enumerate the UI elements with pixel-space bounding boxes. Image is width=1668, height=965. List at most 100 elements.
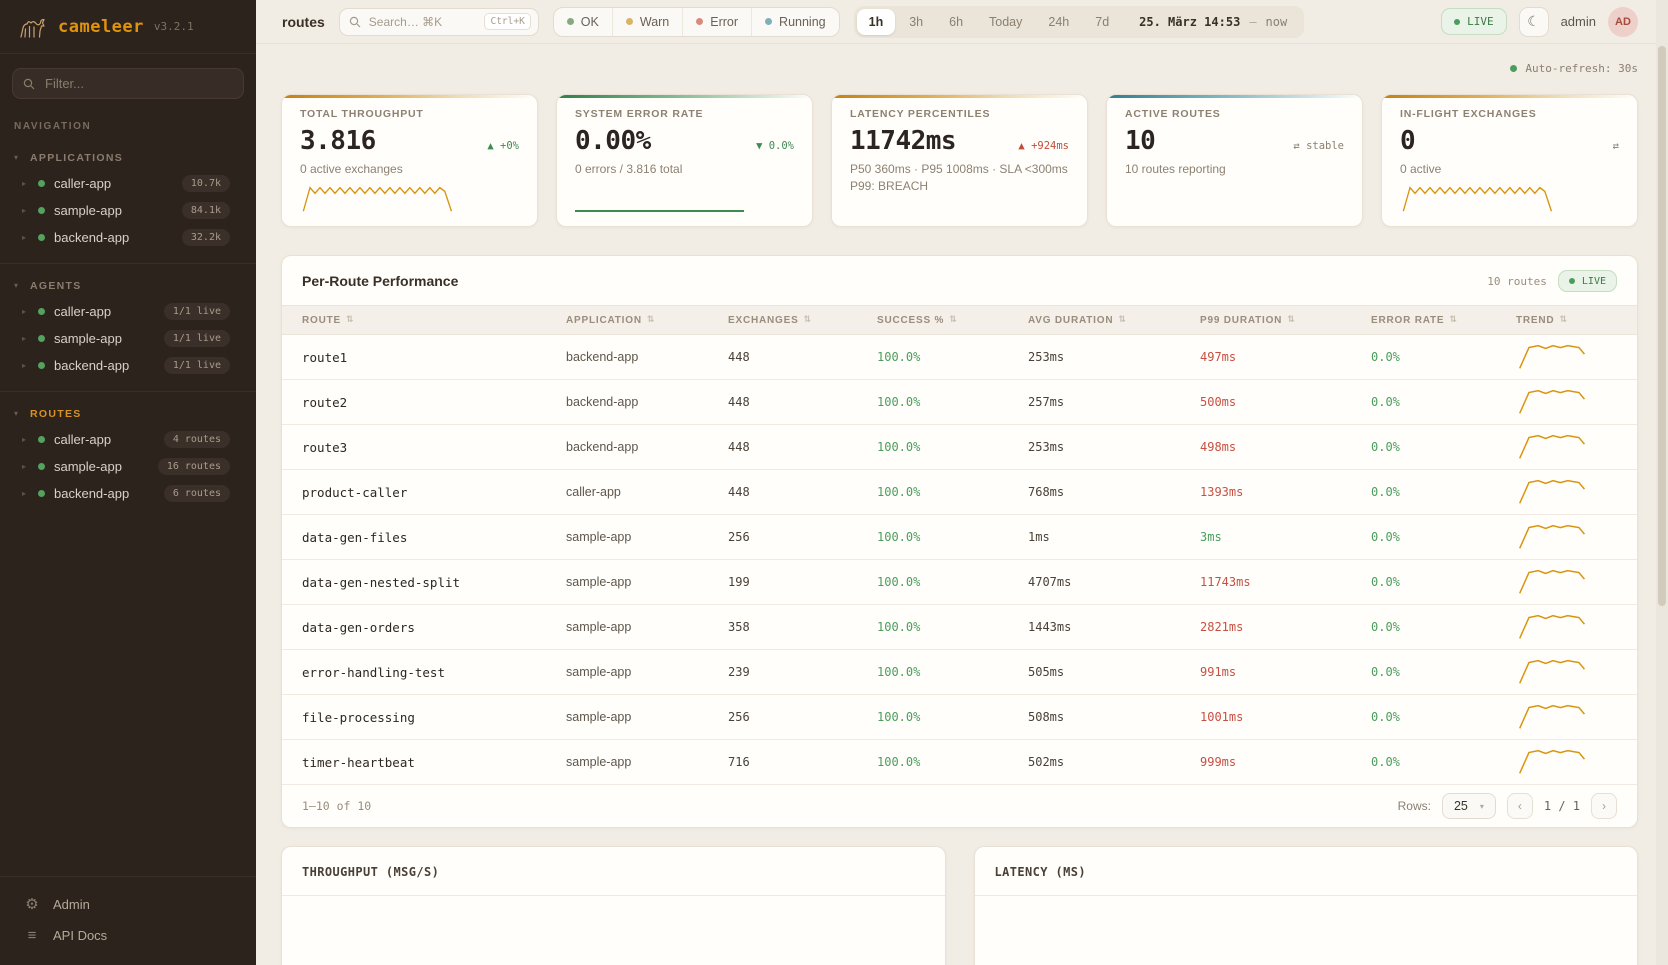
camel-logo-icon	[20, 18, 45, 38]
sidebar-item[interactable]: ▸ backend-app 1/1 live	[0, 352, 256, 379]
section-header-applications[interactable]: ▾ APPLICATIONS	[14, 152, 124, 164]
cell-avg-duration: 1ms	[1028, 530, 1050, 544]
table-row[interactable]: data-gen-orders sample-app 358 100.0% 14…	[282, 605, 1637, 650]
rows-per-page-select[interactable]: 25 ▾	[1441, 793, 1496, 819]
cell-success: 100.0%	[877, 350, 921, 364]
table-row[interactable]: data-gen-files sample-app 256 100.0% 1ms…	[282, 515, 1637, 560]
table-row[interactable]: product-caller caller-app 448 100.0% 768…	[282, 470, 1637, 515]
column-header[interactable]: AVG DURATION ⇅	[1028, 314, 1127, 326]
admin-link[interactable]: ⚙ Admin	[25, 896, 90, 913]
card-accent-bar	[557, 95, 812, 98]
cell-exchanges: 448	[728, 350, 750, 364]
caret-down-icon: ▾	[14, 281, 19, 290]
avatar[interactable]: AD	[1608, 6, 1638, 37]
app-version: v3.2.1	[153, 20, 194, 33]
scrollbar-thumb[interactable]	[1658, 46, 1666, 606]
table-row[interactable]: error-handling-test sample-app 239 100.0…	[282, 650, 1637, 695]
live-toggle[interactable]: LIVE	[1441, 8, 1507, 35]
sidebar-item[interactable]: ▸ caller-app 1/1 live	[0, 298, 256, 325]
time-range-button[interactable]: 1h	[856, 8, 896, 35]
prev-page-button[interactable]: ‹	[1506, 793, 1533, 819]
status-filter-chip[interactable]: Warn	[611, 7, 682, 36]
column-header[interactable]: P99 DURATION ⇅	[1200, 314, 1296, 326]
sidebar-item-badge: 1/1 live	[163, 357, 230, 374]
section-header-agents[interactable]: ▾ AGENTS	[14, 280, 82, 292]
sidebar-item[interactable]: ▸ sample-app 16 routes	[0, 453, 256, 480]
table-row[interactable]: route2 backend-app 448 100.0% 257ms 500m…	[282, 380, 1637, 425]
sort-icon: ⇅	[803, 315, 812, 325]
sidebar-spacer	[0, 519, 256, 876]
column-header[interactable]: ERROR RATE ⇅	[1371, 314, 1458, 326]
column-header[interactable]: TREND ⇅	[1516, 314, 1568, 326]
throughput-chart-card: THROUGHPUT (MSG/S)	[281, 846, 946, 965]
sidebar-footer: ⚙ Admin ≡ API Docs	[0, 876, 256, 965]
column-header[interactable]: ROUTE ⇅	[302, 314, 355, 326]
time-range-button[interactable]: 7d	[1083, 9, 1121, 35]
time-range-button[interactable]: 6h	[937, 9, 975, 35]
cell-success: 100.0%	[877, 530, 921, 544]
time-range-button[interactable]: 24h	[1036, 9, 1081, 35]
status-dot	[566, 18, 574, 25]
cell-exchanges: 256	[728, 530, 750, 544]
status-filter-chip[interactable]: Error	[682, 7, 751, 36]
column-header[interactable]: EXCHANGES ⇅	[728, 314, 812, 326]
cell-exchanges: 448	[728, 485, 750, 499]
table-row[interactable]: file-processing sample-app 256 100.0% 50…	[282, 695, 1637, 740]
kpi-system-error-rate: SYSTEM ERROR RATE 0.00% ▼ 0.0% 0 errors …	[556, 94, 813, 227]
search-icon	[23, 78, 35, 89]
cell-p99-duration: 1001ms	[1200, 710, 1244, 724]
rows-per-page-label: Rows:	[1397, 799, 1431, 813]
topbar: routes Ctrl+K OK Warn	[256, 0, 1668, 44]
sidebar-item[interactable]: ▸ sample-app 84.1k	[0, 197, 256, 224]
table-row[interactable]: data-gen-nested-split sample-app 199 100…	[282, 560, 1637, 605]
search-input[interactable]	[366, 13, 479, 30]
table-row[interactable]: route1 backend-app 448 100.0% 253ms 497m…	[282, 335, 1637, 380]
autorefresh-indicator: Auto-refresh: 30s	[281, 60, 1638, 76]
status-dot	[625, 18, 633, 25]
sidebar-item-badge: 1/1 live	[163, 303, 230, 320]
sidebar-item-badge: 4 routes	[163, 431, 230, 448]
sidebar-item[interactable]: ▸ backend-app 32.2k	[0, 224, 256, 251]
app-logo-row: cameleer v3.2.1	[0, 0, 256, 54]
cell-success: 100.0%	[877, 395, 921, 409]
kpi-inflight-exchanges: IN-FLIGHT EXCHANGES 0 ⇄ 0 active	[1381, 94, 1638, 227]
sidebar-item[interactable]: ▸ caller-app 10.7k	[0, 170, 256, 197]
scrollbar[interactable]	[1656, 0, 1668, 965]
shortcut-badge: Ctrl+K	[484, 13, 531, 30]
api-docs-link[interactable]: ≡ API Docs	[0, 920, 256, 951]
time-range-button[interactable]: 3h	[897, 9, 935, 35]
sidebar-item[interactable]: ▸ caller-app 4 routes	[0, 426, 256, 453]
cell-route: data-gen-nested-split	[302, 574, 461, 590]
sidebar-filter-input[interactable]	[43, 75, 233, 92]
cell-route: route2	[302, 394, 348, 410]
cell-route: route1	[302, 349, 348, 365]
time-range-button[interactable]: Today	[977, 9, 1034, 35]
moon-icon: ☾	[1527, 13, 1540, 29]
chart-title: THROUGHPUT (MSG/S)	[302, 865, 440, 879]
kpi-subtext: 0 active	[1400, 162, 1442, 176]
theme-toggle-button[interactable]: ☾	[1518, 6, 1549, 37]
status-filter-label: Error	[710, 14, 739, 29]
cell-p99-duration: 11743ms	[1200, 575, 1251, 589]
status-filter-chip[interactable]: Running	[751, 7, 839, 36]
pagination-range: 1–10 of 10	[302, 799, 372, 813]
table-row[interactable]: timer-heartbeat sample-app 716 100.0% 50…	[282, 740, 1637, 785]
next-page-button[interactable]: ›	[1591, 793, 1617, 819]
cell-exchanges: 199	[728, 575, 750, 589]
sidebar-item-badge: 84.1k	[181, 202, 230, 219]
chevron-right-icon: ▸	[22, 205, 27, 215]
cell-success: 100.0%	[877, 620, 921, 634]
sidebar-item[interactable]: ▸ sample-app 1/1 live	[0, 325, 256, 352]
kpi-value: 10	[1125, 126, 1156, 156]
main-area: routes Ctrl+K OK Warn	[256, 0, 1668, 965]
section-header-routes[interactable]: ▾ ROUTES	[14, 408, 82, 420]
table-row[interactable]: route3 backend-app 448 100.0% 253ms 498m…	[282, 425, 1637, 470]
column-header[interactable]: APPLICATION ⇅	[566, 314, 656, 326]
pager: Rows: 25 ▾ ‹ 1 / 1 ›	[1398, 793, 1617, 819]
cell-error-rate: 0.0%	[1371, 710, 1400, 724]
status-filter-chip[interactable]: OK	[554, 8, 612, 36]
live-dot	[1568, 278, 1575, 284]
column-header[interactable]: SUCCESS % ⇅	[877, 314, 958, 326]
sidebar-item[interactable]: ▸ backend-app 6 routes	[0, 480, 256, 507]
status-filter-group: OK Warn Error Running	[552, 6, 840, 37]
